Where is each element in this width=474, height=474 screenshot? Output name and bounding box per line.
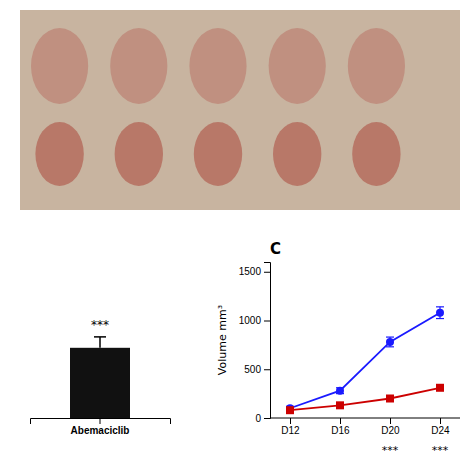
series-line [290, 313, 440, 409]
axis-line [31, 419, 171, 425]
marker [386, 338, 394, 346]
photo-blob [115, 122, 163, 186]
annotation: *** [91, 318, 109, 332]
photo-blob [352, 122, 400, 186]
bar-chart: *** Abemaciclib [31, 318, 171, 436]
title: C [270, 240, 281, 258]
tick-mark [440, 418, 441, 424]
photo-blob [31, 28, 88, 104]
marker [336, 387, 344, 395]
tick-label: 500 [244, 364, 261, 375]
y-axis: 0 500 1000 1500 [239, 263, 271, 424]
tick-mark [264, 321, 270, 322]
tick: D20 [381, 418, 400, 436]
tick-mark [264, 369, 270, 370]
marker [336, 401, 344, 409]
error-bar [436, 307, 444, 319]
x-axis: D12 D16 D20 D24 [270, 418, 460, 436]
x-axis: Abemaciclib [31, 418, 171, 436]
photo-blob [189, 28, 246, 104]
axis-line [264, 263, 271, 419]
photo-blob [348, 28, 405, 104]
tick-mark [340, 418, 341, 424]
error-bar [94, 337, 106, 348]
marker [436, 309, 444, 317]
figure: *** Abemaciclib D12 D16 D20 D24 0 500 1000 1500 Vo… [0, 0, 474, 474]
error-cap [386, 346, 394, 347]
annotation: *** [382, 444, 399, 457]
plot-area [286, 307, 444, 414]
tick: D16 [331, 418, 350, 436]
tick: D24 [431, 418, 450, 436]
tick-label: D16 [331, 425, 350, 436]
photo-background [20, 10, 460, 210]
photo-blob [194, 122, 242, 186]
tick-mark [390, 418, 391, 424]
error-bar [386, 337, 394, 347]
error-line [99, 337, 101, 348]
error-cap [436, 306, 444, 307]
tick: 1500 [239, 266, 270, 277]
marker [386, 395, 394, 403]
error-cap [386, 336, 394, 337]
photo-placeholder [20, 10, 460, 210]
bar [70, 348, 130, 418]
photo-blob [110, 28, 167, 104]
tick: 500 [244, 364, 270, 375]
tick-mark [100, 418, 101, 424]
error-cap [436, 318, 444, 319]
tick-label: 0 [255, 413, 261, 424]
marker [436, 384, 444, 392]
annotation: *** [432, 444, 449, 457]
series-line [290, 388, 440, 410]
tick: 1000 [239, 315, 270, 326]
tick-label: 1500 [239, 266, 262, 277]
tick: D12 [281, 418, 300, 436]
y-axis-title: Volume mm³ [216, 305, 229, 375]
photo-blob [269, 28, 326, 104]
tick-mark [290, 418, 291, 424]
tick: Abemaciclib [71, 418, 130, 436]
tick-mark [264, 418, 270, 419]
plot-area [70, 337, 130, 418]
tick-label: D20 [381, 425, 400, 436]
axis-line [270, 418, 460, 419]
line-chart: D12 D16 D20 D24 0 500 1000 1500 Volume mm³ C *** **… [216, 240, 460, 457]
tick-mark [264, 272, 270, 273]
marker [286, 406, 294, 414]
tick-label: 1000 [239, 315, 262, 326]
tick: 0 [255, 413, 270, 424]
tick-label: Abemaciclib [71, 425, 130, 436]
error-cap [94, 336, 106, 338]
photo-blob [35, 122, 83, 186]
tick-label: D24 [431, 425, 450, 436]
photo-blob [273, 122, 321, 186]
tick-label: D12 [281, 425, 300, 436]
